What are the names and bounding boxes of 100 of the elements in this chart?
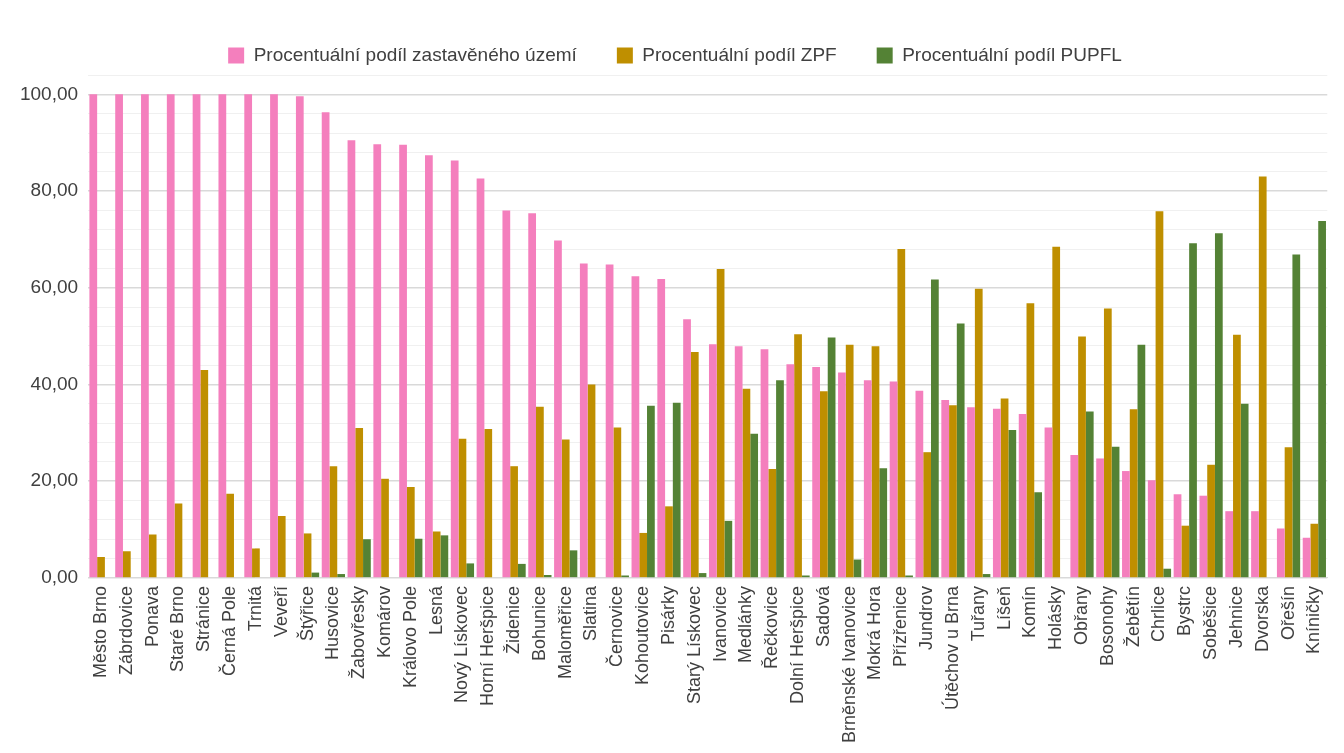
x-tick-label: Kníničky bbox=[1303, 585, 1324, 654]
bar bbox=[406, 487, 415, 578]
bar bbox=[1096, 458, 1104, 578]
x-tick-label: Slatina bbox=[580, 584, 601, 641]
bar bbox=[871, 346, 880, 578]
bar bbox=[1008, 429, 1017, 578]
bar bbox=[923, 452, 931, 578]
bar bbox=[587, 384, 596, 578]
bar bbox=[1155, 211, 1164, 578]
x-tick-label: Město Brno bbox=[89, 585, 110, 678]
bar bbox=[956, 323, 965, 578]
bar bbox=[827, 337, 836, 578]
bar bbox=[399, 144, 407, 578]
x-tick-label: Štýřice bbox=[295, 585, 317, 641]
bar bbox=[536, 406, 544, 578]
x-tick-label: Horní Heršpice bbox=[477, 585, 498, 706]
bar bbox=[665, 506, 673, 578]
bar bbox=[863, 380, 872, 578]
x-tick-label: Staré Brno bbox=[167, 585, 188, 672]
bar bbox=[915, 390, 924, 578]
bar bbox=[200, 369, 209, 578]
bar bbox=[949, 405, 957, 578]
bar bbox=[579, 263, 588, 578]
bar bbox=[1284, 447, 1293, 578]
x-tick-label: Komárov bbox=[373, 585, 394, 658]
bar bbox=[1302, 537, 1311, 578]
bar bbox=[1173, 494, 1182, 578]
bar bbox=[1233, 334, 1241, 578]
x-tick-label: Brněnské Ivanovice bbox=[838, 585, 859, 744]
bar bbox=[1310, 523, 1319, 578]
bar bbox=[838, 372, 846, 578]
bar bbox=[373, 144, 382, 578]
bar bbox=[89, 94, 98, 578]
bar bbox=[1085, 411, 1094, 578]
x-tick-label: Sadová bbox=[812, 584, 833, 647]
x-tick-label: Lesná bbox=[425, 584, 446, 635]
bar bbox=[734, 346, 743, 578]
bar bbox=[510, 466, 518, 578]
bar bbox=[476, 178, 485, 578]
bar bbox=[1258, 176, 1267, 578]
legend-label: Procentuální podíl ZPF bbox=[642, 43, 837, 65]
x-tick-label: Přízřenice bbox=[890, 585, 911, 667]
bar bbox=[1070, 455, 1079, 578]
bar bbox=[122, 551, 131, 578]
bar bbox=[605, 264, 614, 578]
bar bbox=[218, 94, 227, 578]
bar bbox=[321, 112, 330, 578]
y-tick-label: 20,00 bbox=[30, 469, 79, 491]
bar bbox=[311, 572, 320, 578]
bar bbox=[543, 575, 552, 578]
bar bbox=[502, 210, 511, 578]
bar bbox=[1189, 243, 1197, 578]
bar bbox=[879, 468, 888, 578]
x-tick-label: Veveří bbox=[270, 585, 291, 637]
bar bbox=[270, 94, 278, 578]
x-tick-label: Stránice bbox=[193, 585, 214, 652]
x-tick-label: Dvorska bbox=[1251, 584, 1272, 652]
bar bbox=[1214, 233, 1223, 578]
bar bbox=[1111, 446, 1120, 578]
x-tick-label: Soběšice bbox=[1200, 585, 1221, 660]
x-tick-label: Tuřany bbox=[967, 585, 988, 642]
bar bbox=[277, 516, 286, 578]
bar bbox=[1225, 511, 1234, 578]
bar bbox=[97, 557, 105, 578]
bar bbox=[931, 279, 939, 578]
x-tick-label: Žabovřesky bbox=[348, 585, 369, 679]
bar bbox=[1199, 495, 1208, 578]
bar bbox=[174, 503, 183, 578]
bar bbox=[484, 428, 493, 578]
bar bbox=[303, 533, 312, 578]
x-tick-label: Medlánky bbox=[735, 585, 756, 663]
bar bbox=[1251, 511, 1259, 578]
bar bbox=[432, 531, 441, 578]
x-tick-label: Líšeň bbox=[993, 585, 1014, 630]
bar bbox=[613, 427, 622, 578]
x-tick-label: Husovice bbox=[322, 585, 343, 660]
bar bbox=[244, 94, 253, 578]
bar bbox=[897, 249, 906, 578]
bar bbox=[528, 213, 537, 578]
x-tick-label: Komín bbox=[1019, 585, 1040, 638]
y-tick-label: 40,00 bbox=[30, 372, 79, 394]
x-tick-label: Židenice bbox=[503, 585, 524, 654]
bar bbox=[337, 574, 345, 578]
bar bbox=[1181, 525, 1190, 578]
bar bbox=[1207, 464, 1215, 578]
bar bbox=[166, 94, 175, 578]
bar bbox=[1292, 254, 1301, 578]
bar bbox=[115, 94, 123, 578]
bar bbox=[1137, 344, 1146, 578]
bar bbox=[458, 438, 467, 578]
bar bbox=[1276, 528, 1285, 578]
bar bbox=[554, 240, 562, 578]
x-tick-label: Jehnice bbox=[1225, 585, 1246, 648]
x-tick-label: Zábrdovice bbox=[115, 585, 136, 675]
bar bbox=[889, 381, 898, 578]
bar bbox=[466, 563, 475, 578]
bar bbox=[450, 160, 459, 578]
bar bbox=[941, 399, 950, 578]
bar bbox=[750, 433, 759, 578]
bar bbox=[355, 428, 364, 578]
